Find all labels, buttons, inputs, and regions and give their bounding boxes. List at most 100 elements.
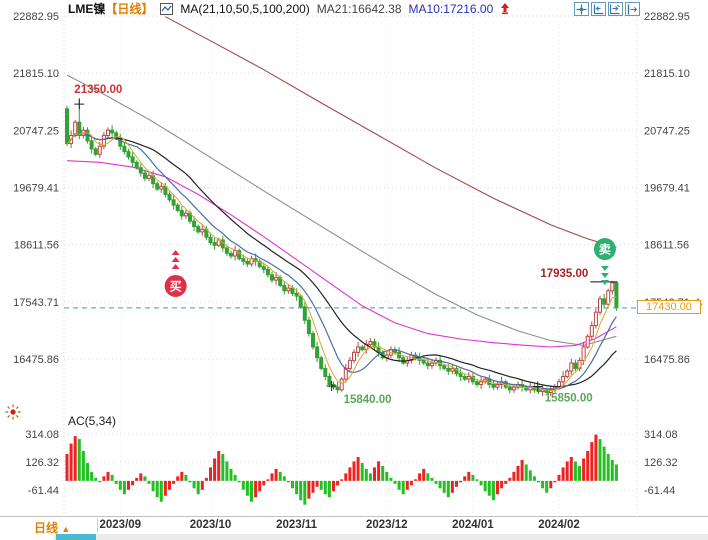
ac-bar [278,471,282,481]
candle-body [536,389,541,392]
ac-bar [295,480,299,495]
ac-bar [475,479,479,481]
candle-body [265,268,270,276]
ac-bar [299,480,303,501]
zoom-axis-right-icon[interactable] [608,2,623,16]
candle-body [138,167,143,174]
x-axis-label: 2023/09 [99,519,142,531]
crosshair-tool-icon[interactable] [574,2,589,16]
ac-bar [496,480,499,495]
ma-line-ma100 [66,74,617,346]
ac-bar [176,476,180,481]
ac-bar [168,480,171,490]
ac-axis-label: 314.08 [644,429,678,441]
ac-bar [446,480,450,498]
ac-bar [467,471,471,481]
ac-bar [245,480,249,496]
zoom-axis-left-icon[interactable] [591,2,606,16]
ac-bar [151,480,155,492]
candle-body [302,306,307,321]
ac-bar [377,461,381,481]
ac-bar [69,443,73,481]
ac-bar [221,453,225,481]
candle-body [425,362,430,367]
candle-body [454,367,459,375]
ac-bar [143,476,147,481]
scrollbar-thumb[interactable] [56,534,96,540]
period-tag: 【日线】 [105,2,154,16]
period-tab-label: 日线 [34,521,59,535]
ac-bar [291,480,294,489]
ac-bar [258,480,262,492]
ac-bar [188,480,192,483]
ma-line-ma50 [66,160,617,348]
ac-bar [94,477,98,481]
ac-bar [598,439,602,481]
candle-body [147,175,151,179]
ac-bar [303,480,307,505]
candle-body [311,333,315,348]
y-axis-label: 19679.41 [13,182,59,194]
ac-bar [163,480,167,496]
period-tab[interactable]: 日线 ▲ [34,519,70,536]
candle-body [208,236,213,244]
ac-bar [135,477,139,481]
candle-body [274,276,279,281]
candle-body [335,386,340,391]
candle-body [475,381,479,385]
ac-bar [565,461,569,481]
candle-body [442,365,447,369]
buy-marker [164,274,187,297]
candle-body [212,242,217,246]
ac-bar [360,462,364,481]
candle-body [421,359,426,364]
ac-bar [114,480,118,484]
ac-bar [332,480,335,492]
ma-settings-label[interactable]: MA(21,10,50,5,100,200) [180,1,310,16]
ac-bar [450,480,454,493]
ac-bar [401,480,405,495]
candle-body [77,121,82,137]
ac-bar [545,480,549,493]
candle-body [224,247,229,254]
candle-body [401,357,406,364]
ac-bar [172,480,176,484]
ac-bar [102,476,106,481]
candle-body [429,362,434,367]
candle-body [159,185,164,190]
candle-body [589,325,594,337]
candle-body [122,145,127,153]
ac-bar [586,451,590,481]
ac-bar [606,453,610,481]
candle-body [183,212,188,217]
candle-body [581,346,586,361]
indicator-settings-icon[interactable] [4,403,22,421]
candle-body [200,228,205,233]
ac-bar [262,480,266,486]
ac-bar [405,480,409,490]
x-axis-label: 2024/01 [452,519,494,531]
ac-axis-label: 126.32 [644,457,678,469]
ac-bar [393,480,397,484]
sell-marker [593,238,616,261]
pan-right-icon[interactable] [625,2,640,16]
ac-bar [438,480,442,489]
low-price-annotation: 15850.00 [545,393,593,405]
chart-scrollbar[interactable] [54,534,708,540]
candle-body [241,258,246,262]
chart-toolbar [574,2,640,16]
ac-indicator-title[interactable]: AC(5,34) [68,414,117,428]
ac-bar [582,458,586,481]
candle-body [495,383,500,388]
candle-body [106,129,110,137]
ac-bar [512,471,516,481]
ac-bar [86,462,89,481]
ac-bar [463,476,467,481]
x-axis-label: 2023/10 [189,519,232,531]
candle-body [352,351,356,361]
candle-body [179,209,184,217]
ac-bar [90,471,94,481]
sell-marker-label: 卖 [599,242,611,257]
ac-axis-label: 314.08 [25,429,59,441]
